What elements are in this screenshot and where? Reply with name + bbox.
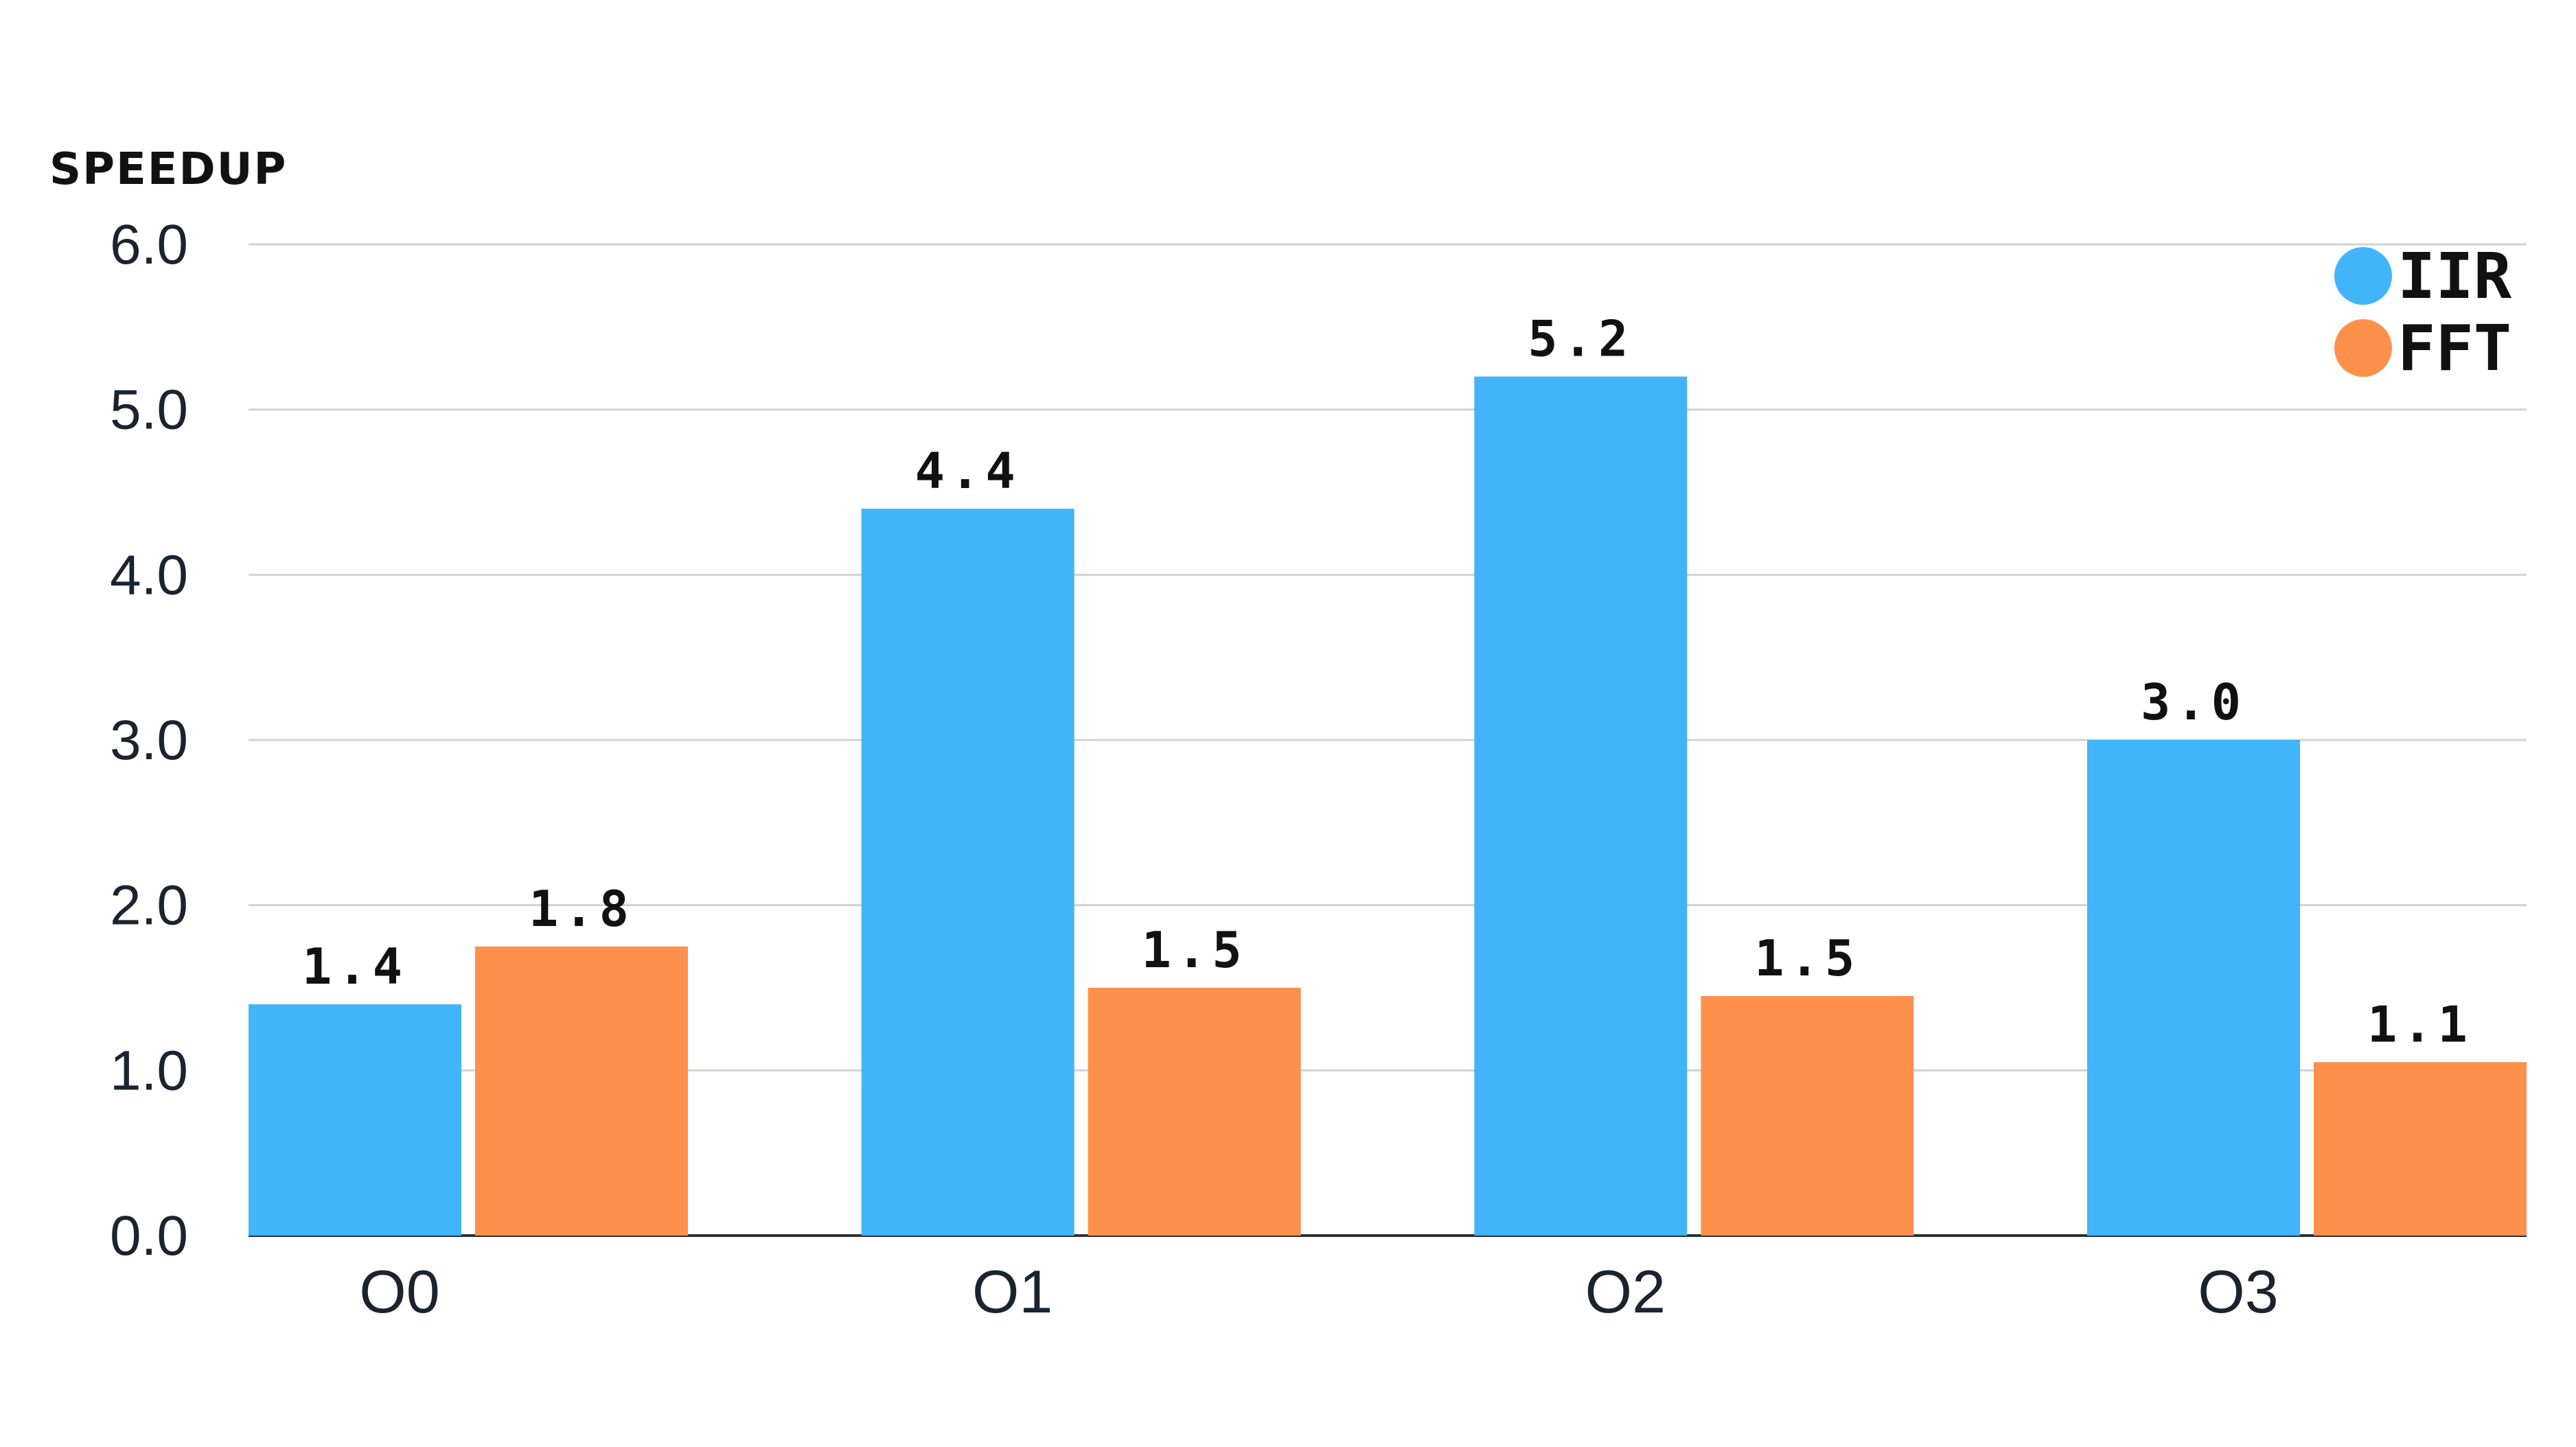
data-label: 3.0	[2141, 673, 2246, 731]
data-label: 1.4	[302, 938, 408, 995]
bars	[249, 376, 2527, 1236]
y-tick-label: 5.0	[110, 379, 188, 441]
x-axis-ticks: O0 O1 O2 O3	[359, 1258, 2278, 1326]
bar-fft-o1	[1088, 988, 1301, 1236]
bar-fft-o2	[1701, 996, 1914, 1236]
x-tick-label: O1	[972, 1258, 1053, 1326]
data-label: 1.1	[2367, 995, 2473, 1053]
x-tick-label: O2	[1585, 1258, 1666, 1326]
data-label: 5.2	[1528, 310, 1633, 368]
bar-iir-o3	[2087, 740, 2300, 1236]
y-tick-label: 2.0	[110, 875, 188, 937]
y-tick-label: 3.0	[110, 709, 188, 772]
x-tick-label: O3	[2198, 1258, 2278, 1326]
x-tick-label: O0	[359, 1258, 439, 1326]
bar-iir-o0	[249, 1004, 461, 1236]
bar-fft-o0	[475, 946, 688, 1236]
y-tick-label: 6.0	[110, 213, 188, 276]
legend-swatch-iir	[2334, 247, 2392, 305]
y-tick-label: 1.0	[110, 1039, 188, 1102]
data-label: 1.8	[529, 880, 634, 938]
bar-fft-o3	[2314, 1062, 2527, 1236]
y-tick-label: 0.0	[110, 1205, 188, 1267]
legend-swatch-fft	[2334, 319, 2392, 377]
legend-label-fft: FFT	[2397, 312, 2511, 385]
y-axis-ticks: 0.0 1.0 2.0 3.0 4.0 5.0 6.0	[110, 213, 188, 1267]
y-tick-label: 4.0	[110, 544, 188, 606]
bar-iir-o1	[861, 509, 1074, 1236]
data-label: 1.5	[1142, 921, 1247, 979]
legend-label-iir: IIR	[2397, 240, 2512, 313]
y-axis-label: SPEEDUP	[49, 144, 287, 195]
data-label: 1.5	[1754, 929, 1860, 987]
data-labels: 1.4 1.8 4.4 1.5 5.2 1.5 3.0 1.1	[302, 310, 2473, 1054]
data-label: 4.4	[915, 442, 1021, 500]
bar-iir-o2	[1474, 376, 1688, 1236]
